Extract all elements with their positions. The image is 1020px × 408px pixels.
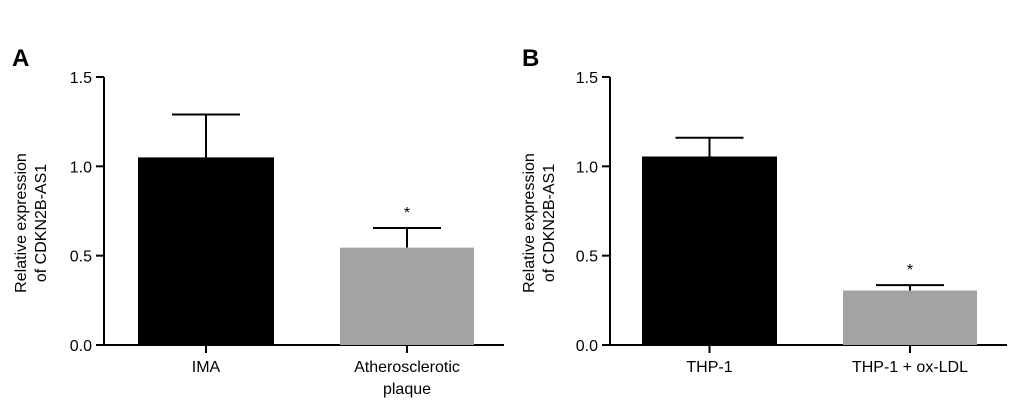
- panel-b-y-axis-label: Relative expression: [521, 153, 538, 293]
- panel-a-ytick-label: 0.5: [70, 249, 92, 266]
- panel-a-bar: [340, 247, 474, 345]
- panel-a-category-label: plaque: [383, 381, 431, 398]
- panel-b-ytick-label: 0.0: [576, 338, 598, 355]
- panel-b-ytick-label: 1.0: [576, 159, 598, 176]
- panel-a-ytick-label: 1.0: [70, 159, 92, 176]
- panel-b-bar: [642, 156, 777, 345]
- panel-a-significance-marker: *: [404, 205, 410, 222]
- panel-a-bar: [138, 157, 274, 345]
- panel-a-y-axis-label: of CDKN2B-AS1: [33, 164, 50, 282]
- panel-a-category-label: IMA: [192, 359, 221, 376]
- panel-a-ytick-label: 0.0: [70, 338, 92, 355]
- panel-a-ytick-label: 1.5: [70, 70, 92, 87]
- panel-b-category-label: THP-1: [686, 359, 732, 376]
- panel-a-y-axis-label: Relative expression: [13, 153, 30, 293]
- panel-b-category-label: THP-1 + ox-LDL: [852, 359, 968, 376]
- panel-b-y-axis-label: of CDKN2B-AS1: [541, 164, 558, 282]
- panel-a-category-label: Atherosclerotic: [354, 359, 460, 376]
- panel-b-ytick-label: 1.5: [576, 70, 598, 87]
- panel-b-significance-marker: *: [907, 262, 913, 279]
- panel-a-label: A: [12, 45, 29, 72]
- panel-b-label: B: [522, 45, 539, 72]
- panel-b-ytick-label: 0.5: [576, 249, 598, 266]
- panel-b-bar: [843, 290, 977, 345]
